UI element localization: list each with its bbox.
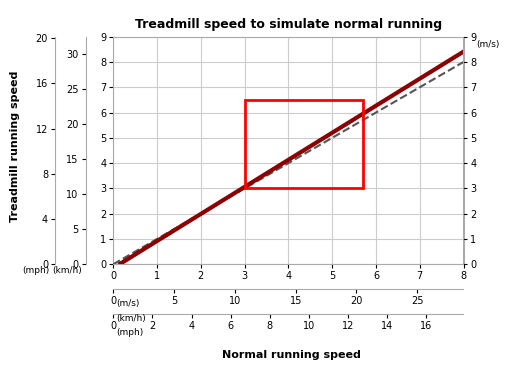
Text: Normal running speed: Normal running speed (221, 350, 360, 360)
Text: (km/h): (km/h) (116, 314, 146, 323)
Text: (m/s): (m/s) (116, 299, 139, 308)
Text: (mph): (mph) (116, 328, 143, 338)
Bar (245, 100, 363, 188)
Title: Treadmill speed to simulate normal running: Treadmill speed to simulate normal runni… (135, 18, 442, 31)
Text: (mph): (mph) (23, 266, 49, 275)
Text: Treadmill running speed: Treadmill running speed (10, 71, 21, 222)
Text: (m/s): (m/s) (476, 40, 500, 50)
Text: (km/h): (km/h) (52, 266, 82, 275)
